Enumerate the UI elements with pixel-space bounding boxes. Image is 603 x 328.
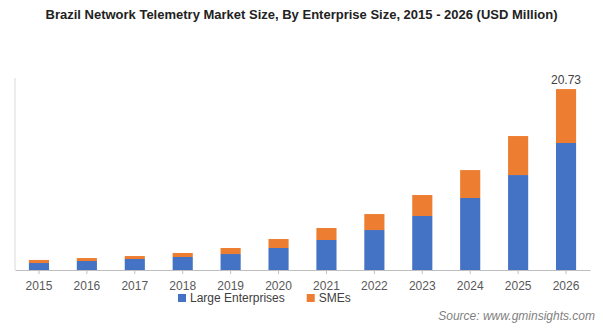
tick-label: 2016	[74, 279, 101, 293]
tick-label: 2023	[409, 279, 436, 293]
bar	[268, 248, 288, 270]
tick-mark	[38, 270, 39, 274]
tick-mark	[86, 270, 87, 274]
tick: 2019	[217, 270, 244, 293]
bar	[77, 261, 97, 270]
bars	[29, 89, 576, 270]
bar	[268, 239, 288, 248]
total-label: 20.73	[551, 73, 581, 87]
legend-item: Large Enterprises	[178, 291, 285, 305]
bar	[556, 143, 576, 270]
tick-label: 2024	[457, 279, 484, 293]
legend-swatch	[307, 294, 315, 302]
bar	[29, 260, 49, 263]
bar	[316, 228, 336, 240]
bar	[173, 253, 193, 257]
tick-label: 2015	[26, 279, 53, 293]
tick: 2016	[74, 270, 101, 293]
tick-mark	[566, 270, 567, 274]
y-axis-line	[15, 78, 16, 270]
tick: 2021	[313, 270, 340, 293]
tick-mark	[374, 270, 375, 274]
tick-mark	[470, 270, 471, 274]
tick-mark	[230, 270, 231, 274]
bar	[364, 214, 384, 230]
tick-mark	[134, 270, 135, 274]
legend-label: SMEs	[319, 291, 351, 305]
x-axis: 2015 2016 2017 2018 2019 2020 2021 2022 2023 2024…	[16, 270, 591, 293]
tick-label: 2025	[505, 279, 532, 293]
tick: 2023	[409, 270, 436, 293]
tick: 2015	[26, 270, 53, 293]
bar	[221, 248, 241, 254]
tick-mark	[326, 270, 327, 274]
tick-mark	[422, 270, 423, 274]
bar	[364, 230, 384, 270]
tick-label: 2022	[361, 279, 388, 293]
bar	[508, 175, 528, 270]
bar	[125, 256, 145, 259]
x-axis-line	[16, 270, 591, 271]
tick-label: 2017	[121, 279, 148, 293]
legend: Large Enterprises SMEs	[178, 291, 351, 305]
tick: 2024	[457, 270, 484, 293]
bar	[316, 240, 336, 270]
tick: 2017	[121, 270, 148, 293]
bar	[77, 258, 97, 261]
bar	[125, 259, 145, 270]
tick-mark	[182, 270, 183, 274]
tick: 2026	[553, 270, 580, 293]
series	[29, 143, 576, 270]
bar	[508, 136, 528, 175]
bar	[29, 263, 49, 270]
tick: 2022	[361, 270, 388, 293]
bar	[412, 216, 432, 270]
legend-item: SMEs	[307, 291, 351, 305]
bar	[221, 254, 241, 270]
series	[29, 89, 576, 263]
bar	[460, 170, 480, 198]
tick-mark	[518, 270, 519, 274]
tick-label: 2026	[553, 279, 580, 293]
legend-label: Large Enterprises	[190, 291, 285, 305]
source: Source: www.gminsights.com	[438, 309, 595, 323]
bar	[556, 89, 576, 143]
tick-mark	[278, 270, 279, 274]
bar	[460, 198, 480, 270]
bar	[412, 195, 432, 216]
chart: Brazil Network Telemetry Market Size, By…	[0, 0, 603, 328]
tick: 2018	[169, 270, 196, 293]
tick: 2020	[265, 270, 292, 293]
legend-swatch	[178, 294, 186, 302]
tick: 2025	[505, 270, 532, 293]
title: Brazil Network Telemetry Market Size, By…	[46, 7, 558, 22]
bar	[173, 257, 193, 270]
